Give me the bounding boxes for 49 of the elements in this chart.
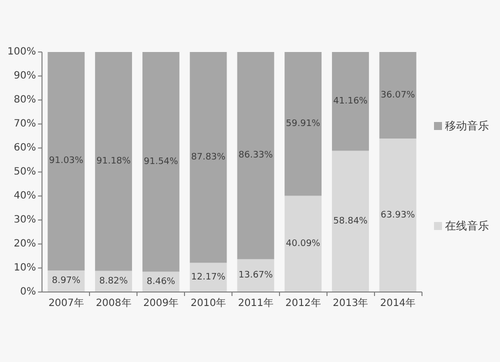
- data-label: 91.18%: [96, 156, 132, 166]
- y-tick-label: 30%: [14, 214, 36, 226]
- y-tick-label: 40%: [14, 190, 36, 202]
- data-label: 36.07%: [380, 90, 416, 100]
- x-tick-label: 2011年: [238, 297, 274, 309]
- bar: [284, 196, 322, 292]
- y-tick-label: 60%: [14, 142, 36, 154]
- bar: [332, 150, 369, 292]
- x-tick-label: 2008年: [96, 297, 132, 309]
- bar: [190, 52, 227, 263]
- data-label: 58.84%: [333, 216, 368, 226]
- x-tick-label: 2007年: [48, 297, 84, 309]
- x-tick-label: 2009年: [143, 297, 179, 309]
- legend-label: 在线音乐: [445, 220, 489, 232]
- bar: [237, 52, 274, 260]
- data-label: 41.16%: [333, 96, 368, 106]
- data-label: 86.33%: [238, 150, 274, 161]
- x-tick-label: 2014年: [380, 297, 416, 309]
- x-tick-label: 2013年: [332, 297, 368, 309]
- data-label: 8.82%: [99, 276, 128, 286]
- y-tick-label: 100%: [7, 46, 36, 58]
- data-label: 8.97%: [52, 276, 81, 286]
- data-label: 59.91%: [286, 118, 321, 129]
- bar: [379, 52, 416, 139]
- y-tick-label: 80%: [14, 94, 36, 106]
- bar: [284, 52, 322, 196]
- data-label: 13.67%: [238, 270, 274, 281]
- y-tick-label: 70%: [14, 118, 36, 130]
- y-tick-label: 90%: [14, 70, 36, 82]
- bar: [142, 52, 180, 272]
- legend-label: 移动音乐: [445, 120, 489, 132]
- bar: [379, 138, 416, 292]
- y-tick-label: 10%: [14, 262, 36, 274]
- x-tick-label: 2010年: [190, 297, 226, 309]
- bar: [95, 52, 132, 271]
- y-tick-label: 20%: [14, 238, 36, 250]
- x-tick-label: 2012年: [285, 297, 321, 309]
- bar: [237, 259, 274, 292]
- data-label: 91.03%: [49, 156, 84, 166]
- data-label: 12.17%: [191, 272, 226, 282]
- data-label: 63.93%: [380, 210, 416, 220]
- data-label: 87.83%: [191, 152, 226, 162]
- bar: [48, 52, 85, 270]
- y-tick-label: 0%: [20, 286, 36, 298]
- data-label: 8.46%: [146, 276, 176, 287]
- bar: [332, 52, 369, 151]
- y-tick-label: 50%: [14, 166, 36, 178]
- data-label: 91.54%: [144, 156, 179, 167]
- data-label: 40.09%: [286, 238, 321, 249]
